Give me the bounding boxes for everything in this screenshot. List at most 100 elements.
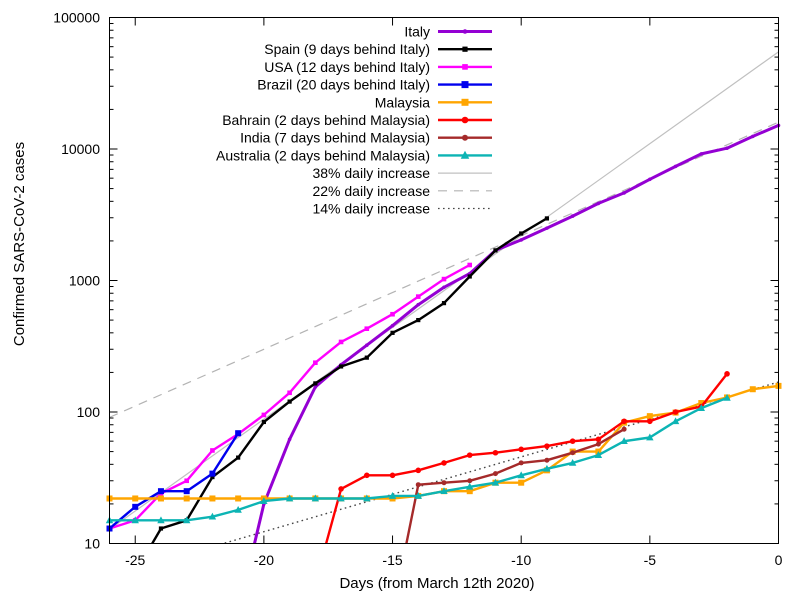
series-marker-italy	[622, 191, 626, 195]
series-marker-italy	[519, 238, 523, 242]
series-marker-italy	[673, 164, 678, 169]
x-tick-label-neg10: -10	[511, 552, 531, 568]
series-marker-malaysia	[466, 488, 473, 495]
series-marker-malaysia	[698, 400, 705, 407]
series-marker-usa-12-days-behind-italy	[441, 276, 447, 282]
series-marker-bahrain-2-days-behind-malaysia	[724, 371, 730, 377]
series-marker-bahrain-2-days-behind-malaysia	[544, 443, 550, 449]
series-marker-bahrain-2-days-behind-malaysia	[492, 449, 499, 456]
data-series	[105, 123, 782, 575]
series-marker-australia-2-days-behind-malaysia	[517, 471, 525, 479]
series-marker-australia-2-days-behind-malaysia	[182, 516, 191, 524]
series-marker-india-7-days-behind-malaysia	[415, 482, 421, 488]
series-marker-italy	[416, 302, 421, 307]
series-marker-italy	[596, 201, 601, 206]
legend-item-bahrain-2-days-behind-malaysia: Bahrain (2 days behind Malaysia)	[222, 112, 492, 128]
series-line-india-7-days-behind-malaysia	[405, 428, 625, 544]
y-axis-label: Confirmed SARS-CoV-2 cases	[11, 142, 28, 346]
y-tick-label-1000: 1000	[69, 273, 100, 289]
series-marker-bahrain-2-days-behind-malaysia	[647, 418, 653, 425]
series-marker-usa-12-days-behind-italy	[364, 326, 370, 331]
x-axis-label: Days (from March 12th 2020)	[339, 575, 534, 592]
legend-label-australia-2-days-behind-malaysia: Australia (2 days behind Malaysia)	[216, 147, 430, 163]
series-marker-bahrain-2-days-behind-malaysia	[415, 467, 422, 474]
series-marker-spain-9-days-behind-italy	[416, 317, 421, 323]
legend-label-malaysia: Malaysia	[375, 94, 430, 110]
legend-item-malaysia: Malaysia	[375, 94, 492, 110]
series-marker-australia-2-days-behind-malaysia	[157, 516, 165, 524]
series-marker-malaysia	[157, 495, 164, 502]
series-marker-bahrain-2-days-behind-malaysia	[672, 409, 679, 415]
series-marker-italy	[365, 343, 369, 348]
series-marker-usa-12-days-behind-italy	[210, 448, 215, 453]
series-marker-spain-9-days-behind-italy	[261, 419, 266, 425]
legend-label-spain-9-days-behind-italy: Spain (9 days behind Italy)	[264, 41, 430, 57]
series-marker-italy	[313, 385, 318, 389]
series-marker-italy	[287, 437, 292, 442]
series-marker-australia-2-days-behind-malaysia	[646, 433, 654, 441]
legend-marker-usa-12-days-behind-italy	[462, 64, 468, 70]
series-marker-bahrain-2-days-behind-malaysia	[364, 472, 370, 479]
legend-marker-brazil-20-days-behind-italy	[461, 81, 469, 89]
legend-label-14-daily-increase: 14% daily increase	[312, 201, 430, 217]
legend-item-38-daily-increase: 38% daily increase	[312, 165, 492, 181]
series-marker-australia-2-days-behind-malaysia	[234, 505, 242, 513]
legend-label-italy: Italy	[404, 24, 430, 40]
series-marker-india-7-days-behind-malaysia	[595, 441, 601, 447]
legend-label-brazil-20-days-behind-italy: Brazil (20 days behind Italy)	[257, 77, 430, 93]
series-marker-bahrain-2-days-behind-malaysia	[441, 460, 447, 466]
series-marker-spain-9-days-behind-italy	[287, 399, 292, 404]
series-marker-spain-9-days-behind-italy	[519, 231, 524, 236]
series-marker-spain-9-days-behind-italy	[338, 364, 344, 369]
series-marker-brazil-20-days-behind-italy	[132, 503, 139, 510]
series-marker-australia-2-days-behind-malaysia	[543, 464, 551, 472]
legend-item-brazil-20-days-behind-italy: Brazil (20 days behind Italy)	[257, 77, 492, 93]
series-marker-malaysia	[132, 495, 139, 502]
series-marker-bahrain-2-days-behind-malaysia	[466, 452, 473, 458]
series-marker-india-7-days-behind-malaysia	[621, 426, 627, 432]
x-tick-label-0: 0	[775, 552, 783, 568]
series-marker-spain-9-days-behind-italy	[313, 381, 318, 386]
series-marker-malaysia	[183, 495, 190, 502]
legend-marker-malaysia	[461, 98, 469, 106]
legend-marker-spain-9-days-behind-italy	[462, 46, 468, 52]
legend-label-bahrain-2-days-behind-malaysia: Bahrain (2 days behind Malaysia)	[222, 112, 430, 128]
series-marker-india-7-days-behind-malaysia	[441, 480, 447, 486]
series-marker-italy	[725, 146, 729, 150]
legend-label-india-7-days-behind-malaysia: India (7 days behind Malaysia)	[240, 130, 430, 146]
series-marker-usa-12-days-behind-italy	[467, 262, 473, 268]
series-marker-italy	[545, 226, 549, 230]
series-marker-spain-9-days-behind-italy	[364, 355, 369, 360]
series-india-7-days-behind-malaysia	[405, 426, 627, 544]
series-marker-india-7-days-behind-malaysia	[570, 450, 576, 456]
series-marker-bahrain-2-days-behind-malaysia	[338, 486, 344, 492]
series-marker-australia-2-days-behind-malaysia	[311, 494, 320, 502]
series-marker-spain-9-days-behind-italy	[390, 330, 395, 335]
y-tick-label-100000: 100000	[53, 10, 100, 26]
legend-label-usa-12-days-behind-italy: USA (12 days behind Italy)	[264, 59, 430, 75]
legend-marker-australia-2-days-behind-malaysia	[460, 150, 470, 159]
legend-item-usa-12-days-behind-italy: USA (12 days behind Italy)	[264, 59, 492, 75]
series-marker-spain-9-days-behind-italy	[158, 526, 164, 531]
series-marker-australia-2-days-behind-malaysia	[491, 478, 500, 486]
series-line-brazil-20-days-behind-italy	[108, 432, 240, 530]
series-marker-brazil-20-days-behind-italy	[235, 430, 242, 437]
series-marker-malaysia	[209, 495, 216, 502]
series-marker-spain-9-days-behind-italy	[133, 571, 137, 575]
series-marker-australia-2-days-behind-malaysia	[388, 491, 397, 499]
y-tick-label-10: 10	[84, 536, 100, 552]
plot-frame	[109, 17, 779, 544]
series-marker-australia-2-days-behind-malaysia	[671, 417, 680, 425]
series-marker-spain-9-days-behind-italy	[493, 248, 498, 253]
series-marker-malaysia	[749, 386, 756, 393]
legend-marker-bahrain-2-days-behind-malaysia	[461, 116, 469, 124]
legend-item-14-daily-increase: 14% daily increase	[312, 201, 492, 217]
series-marker-brazil-20-days-behind-italy	[209, 470, 216, 477]
legend-item-italy: Italy	[404, 24, 492, 40]
series-marker-usa-12-days-behind-italy	[313, 360, 318, 366]
series-line-australia-2-days-behind-malaysia	[109, 396, 728, 522]
x-tick-label-neg20: -20	[254, 552, 274, 568]
series-spain-9-days-behind-italy	[133, 216, 550, 575]
